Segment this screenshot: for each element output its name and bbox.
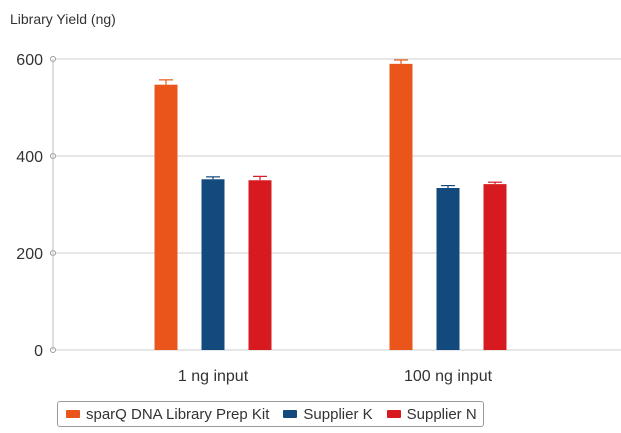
gridlines bbox=[53, 58, 621, 351]
y-tick-label: 0 bbox=[34, 343, 43, 360]
y-tick-label: 600 bbox=[16, 52, 43, 69]
bar-supplier-k bbox=[201, 179, 225, 350]
legend: sparQ DNA Library Prep Kit Supplier K Supp… bbox=[57, 401, 484, 427]
x-axis-labels: 1 ng input 100 ng input bbox=[178, 368, 493, 385]
legend-swatch bbox=[283, 410, 298, 418]
legend-swatch bbox=[66, 410, 80, 418]
legend-label: Supplier K bbox=[303, 405, 373, 423]
legend-item: Supplier N bbox=[386, 405, 477, 423]
y-axis-title: Library Yield (ng) bbox=[10, 11, 116, 27]
bar-supplier-n bbox=[248, 180, 272, 350]
legend-item: sparQ DNA Library Prep Kit bbox=[66, 406, 269, 423]
y-axis: 0 200 400 600 bbox=[16, 52, 56, 360]
bar-sparq-dna-library-prep-kit bbox=[154, 84, 178, 350]
legend-label: sparQ DNA Library Prep Kit bbox=[86, 405, 270, 423]
bar-supplier-n bbox=[483, 184, 507, 350]
x-category-label: 1 ng input bbox=[178, 368, 249, 385]
y-tick-label: 400 bbox=[16, 149, 43, 166]
y-tick-label: 200 bbox=[16, 246, 43, 263]
x-category-label: 100 ng input bbox=[404, 368, 493, 385]
bar-sparq-dna-library-prep-kit bbox=[389, 63, 413, 350]
legend-label: Supplier N bbox=[406, 405, 477, 423]
legend-swatch bbox=[386, 410, 401, 418]
bars bbox=[154, 59, 507, 350]
legend-item: Supplier K bbox=[283, 405, 373, 423]
bar-supplier-k bbox=[436, 188, 460, 350]
